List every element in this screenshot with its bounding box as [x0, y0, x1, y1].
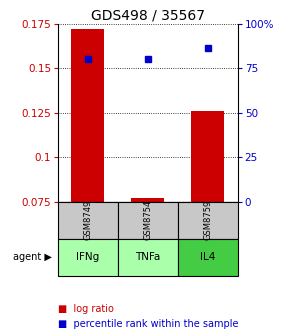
- Text: IL4: IL4: [200, 252, 215, 262]
- Text: GSM8749: GSM8749: [84, 200, 93, 240]
- Text: ■  percentile rank within the sample: ■ percentile rank within the sample: [58, 319, 238, 329]
- Bar: [131, 198, 164, 202]
- Bar: [191, 111, 224, 202]
- Title: GDS498 / 35567: GDS498 / 35567: [91, 8, 205, 23]
- Text: GSM8754: GSM8754: [143, 200, 153, 240]
- Text: GSM8759: GSM8759: [203, 200, 212, 240]
- Text: TNFa: TNFa: [135, 252, 161, 262]
- Text: agent ▶: agent ▶: [13, 252, 52, 262]
- Text: ■  log ratio: ■ log ratio: [58, 304, 114, 314]
- Bar: [71, 29, 104, 202]
- Text: IFNg: IFNg: [76, 252, 99, 262]
